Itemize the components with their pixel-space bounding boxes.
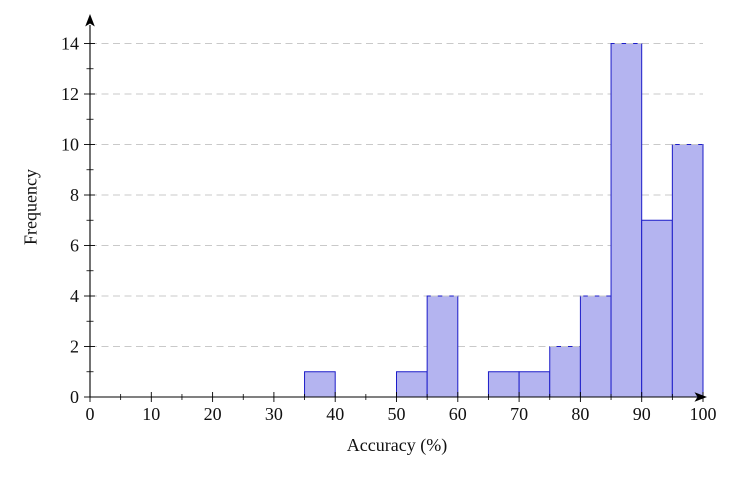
x-axis-arrowhead-icon bbox=[694, 392, 707, 402]
y-tick-label: 10 bbox=[61, 135, 79, 155]
histogram-bar bbox=[641, 219, 673, 398]
histogram-bar bbox=[304, 371, 336, 398]
y-tick-label: 14 bbox=[61, 34, 79, 54]
x-tick-label: 10 bbox=[142, 404, 160, 424]
y-tick-label: 2 bbox=[70, 337, 79, 357]
x-tick-label: 50 bbox=[388, 404, 406, 424]
histogram-bar bbox=[396, 371, 428, 398]
x-tick-label: 100 bbox=[690, 404, 717, 424]
histogram-bar bbox=[671, 144, 704, 398]
histogram-bar bbox=[610, 43, 643, 398]
x-tick-label: 60 bbox=[449, 404, 467, 424]
histogram-bar bbox=[579, 295, 612, 398]
x-tick-label: 30 bbox=[265, 404, 283, 424]
y-axis-title: Frequency bbox=[20, 169, 41, 245]
y-tick-label: 6 bbox=[70, 236, 79, 256]
x-axis-title: Accuracy (%) bbox=[346, 435, 448, 455]
x-tick-label: 40 bbox=[326, 404, 344, 424]
y-tick-label: 12 bbox=[61, 84, 79, 104]
x-tick-label: 0 bbox=[86, 404, 95, 424]
y-axis-arrowhead-icon bbox=[85, 14, 95, 27]
y-tick-label: 0 bbox=[70, 387, 79, 407]
histogram-bar bbox=[518, 371, 551, 398]
x-tick-label: 70 bbox=[510, 404, 528, 424]
x-tick-label: 20 bbox=[204, 404, 222, 424]
x-tick-label: 90 bbox=[633, 404, 651, 424]
histogram-bar bbox=[426, 295, 459, 398]
histogram-bar bbox=[549, 346, 581, 398]
y-tick-label: 4 bbox=[70, 286, 79, 306]
x-tick-label: 80 bbox=[571, 404, 589, 424]
y-tick-label: 8 bbox=[70, 185, 79, 205]
histogram-bar bbox=[487, 371, 520, 398]
